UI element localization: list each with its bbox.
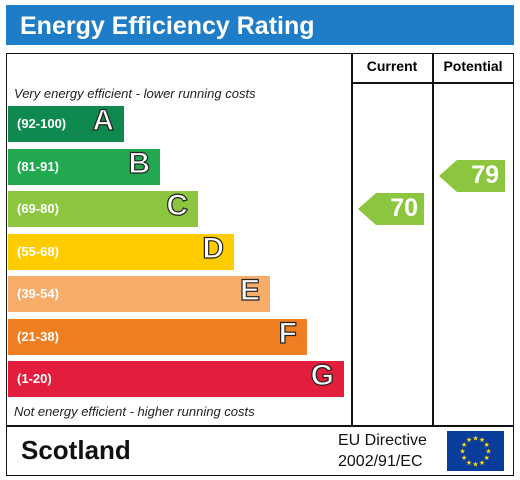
header-divider	[351, 82, 514, 84]
eu-flag-icon: ★ ★ ★ ★ ★ ★ ★ ★ ★ ★ ★ ★	[447, 431, 504, 471]
band-letter: B	[128, 146, 151, 180]
eu-star: ★	[461, 441, 467, 449]
band-letter: A	[92, 103, 115, 137]
band-letter: F	[278, 316, 298, 350]
eu-star: ★	[485, 448, 491, 456]
band-letter: D	[202, 231, 225, 265]
rating-band-a: (92-100) A	[8, 103, 124, 142]
potential-rating-pointer: 79	[439, 160, 505, 192]
eu-star: ★	[479, 459, 485, 467]
rating-band-b: (81-91) B	[8, 146, 160, 185]
band-range-label: (39-54)	[17, 286, 59, 301]
directive-line-2: 2002/91/EC	[338, 453, 423, 470]
note-bottom: Not energy efficient - higher running co…	[14, 404, 255, 419]
rating-table	[6, 53, 514, 426]
eu-star: ★	[484, 441, 490, 449]
band-range-label: (92-100)	[17, 116, 67, 131]
band-range-label: (81-91)	[17, 158, 59, 174]
directive-line-1: EU Directive	[338, 432, 427, 449]
current-rating-pointer: 70	[358, 193, 424, 225]
rating-band-c: (69-80) C	[8, 188, 198, 227]
rating-band-g: (1-20) G	[8, 358, 344, 397]
column-header-potential: Potential	[443, 58, 503, 74]
band-range-label: (21-38)	[17, 328, 59, 344]
eu-star: ★	[466, 436, 472, 444]
band-range-label: (55-68)	[17, 243, 59, 259]
eu-directive-label: EU Directive 2002/91/EC	[338, 430, 427, 472]
column-header-current: Current	[366, 58, 418, 74]
rating-band-e: (39-54) E	[8, 273, 270, 312]
page-title: Energy Efficiency Rating	[20, 12, 315, 40]
eu-star: ★	[459, 448, 465, 456]
band-letter: G	[310, 358, 335, 392]
column-divider-potential	[432, 53, 434, 426]
country-label: Scotland	[21, 435, 131, 465]
rating-band-d: (55-68) D	[8, 231, 234, 270]
band-letter: C	[166, 188, 189, 222]
eu-star: ★	[461, 454, 467, 462]
eu-star: ★	[484, 454, 490, 462]
eu-star: ★	[479, 436, 485, 444]
eu-star: ★	[466, 459, 472, 467]
eu-star: ★	[472, 435, 478, 443]
band-range-label: (69-80)	[17, 201, 59, 216]
potential-rating-pointer-value: 79	[471, 161, 499, 189]
eu-star: ★	[472, 461, 478, 469]
rating-band-f: (21-38) F	[8, 316, 307, 355]
footer-bar: Scotland EU Directive 2002/91/EC ★ ★ ★ ★ ★ ★ ★…	[6, 426, 514, 476]
header-bar: Energy Efficiency Rating	[6, 5, 514, 45]
band-letter: E	[239, 273, 260, 307]
band-range-label: (1-20)	[17, 371, 52, 386]
current-rating-pointer-value: 70	[390, 194, 418, 222]
note-top: Very energy efficient - lower running co…	[14, 86, 256, 101]
column-divider-current	[351, 53, 353, 426]
